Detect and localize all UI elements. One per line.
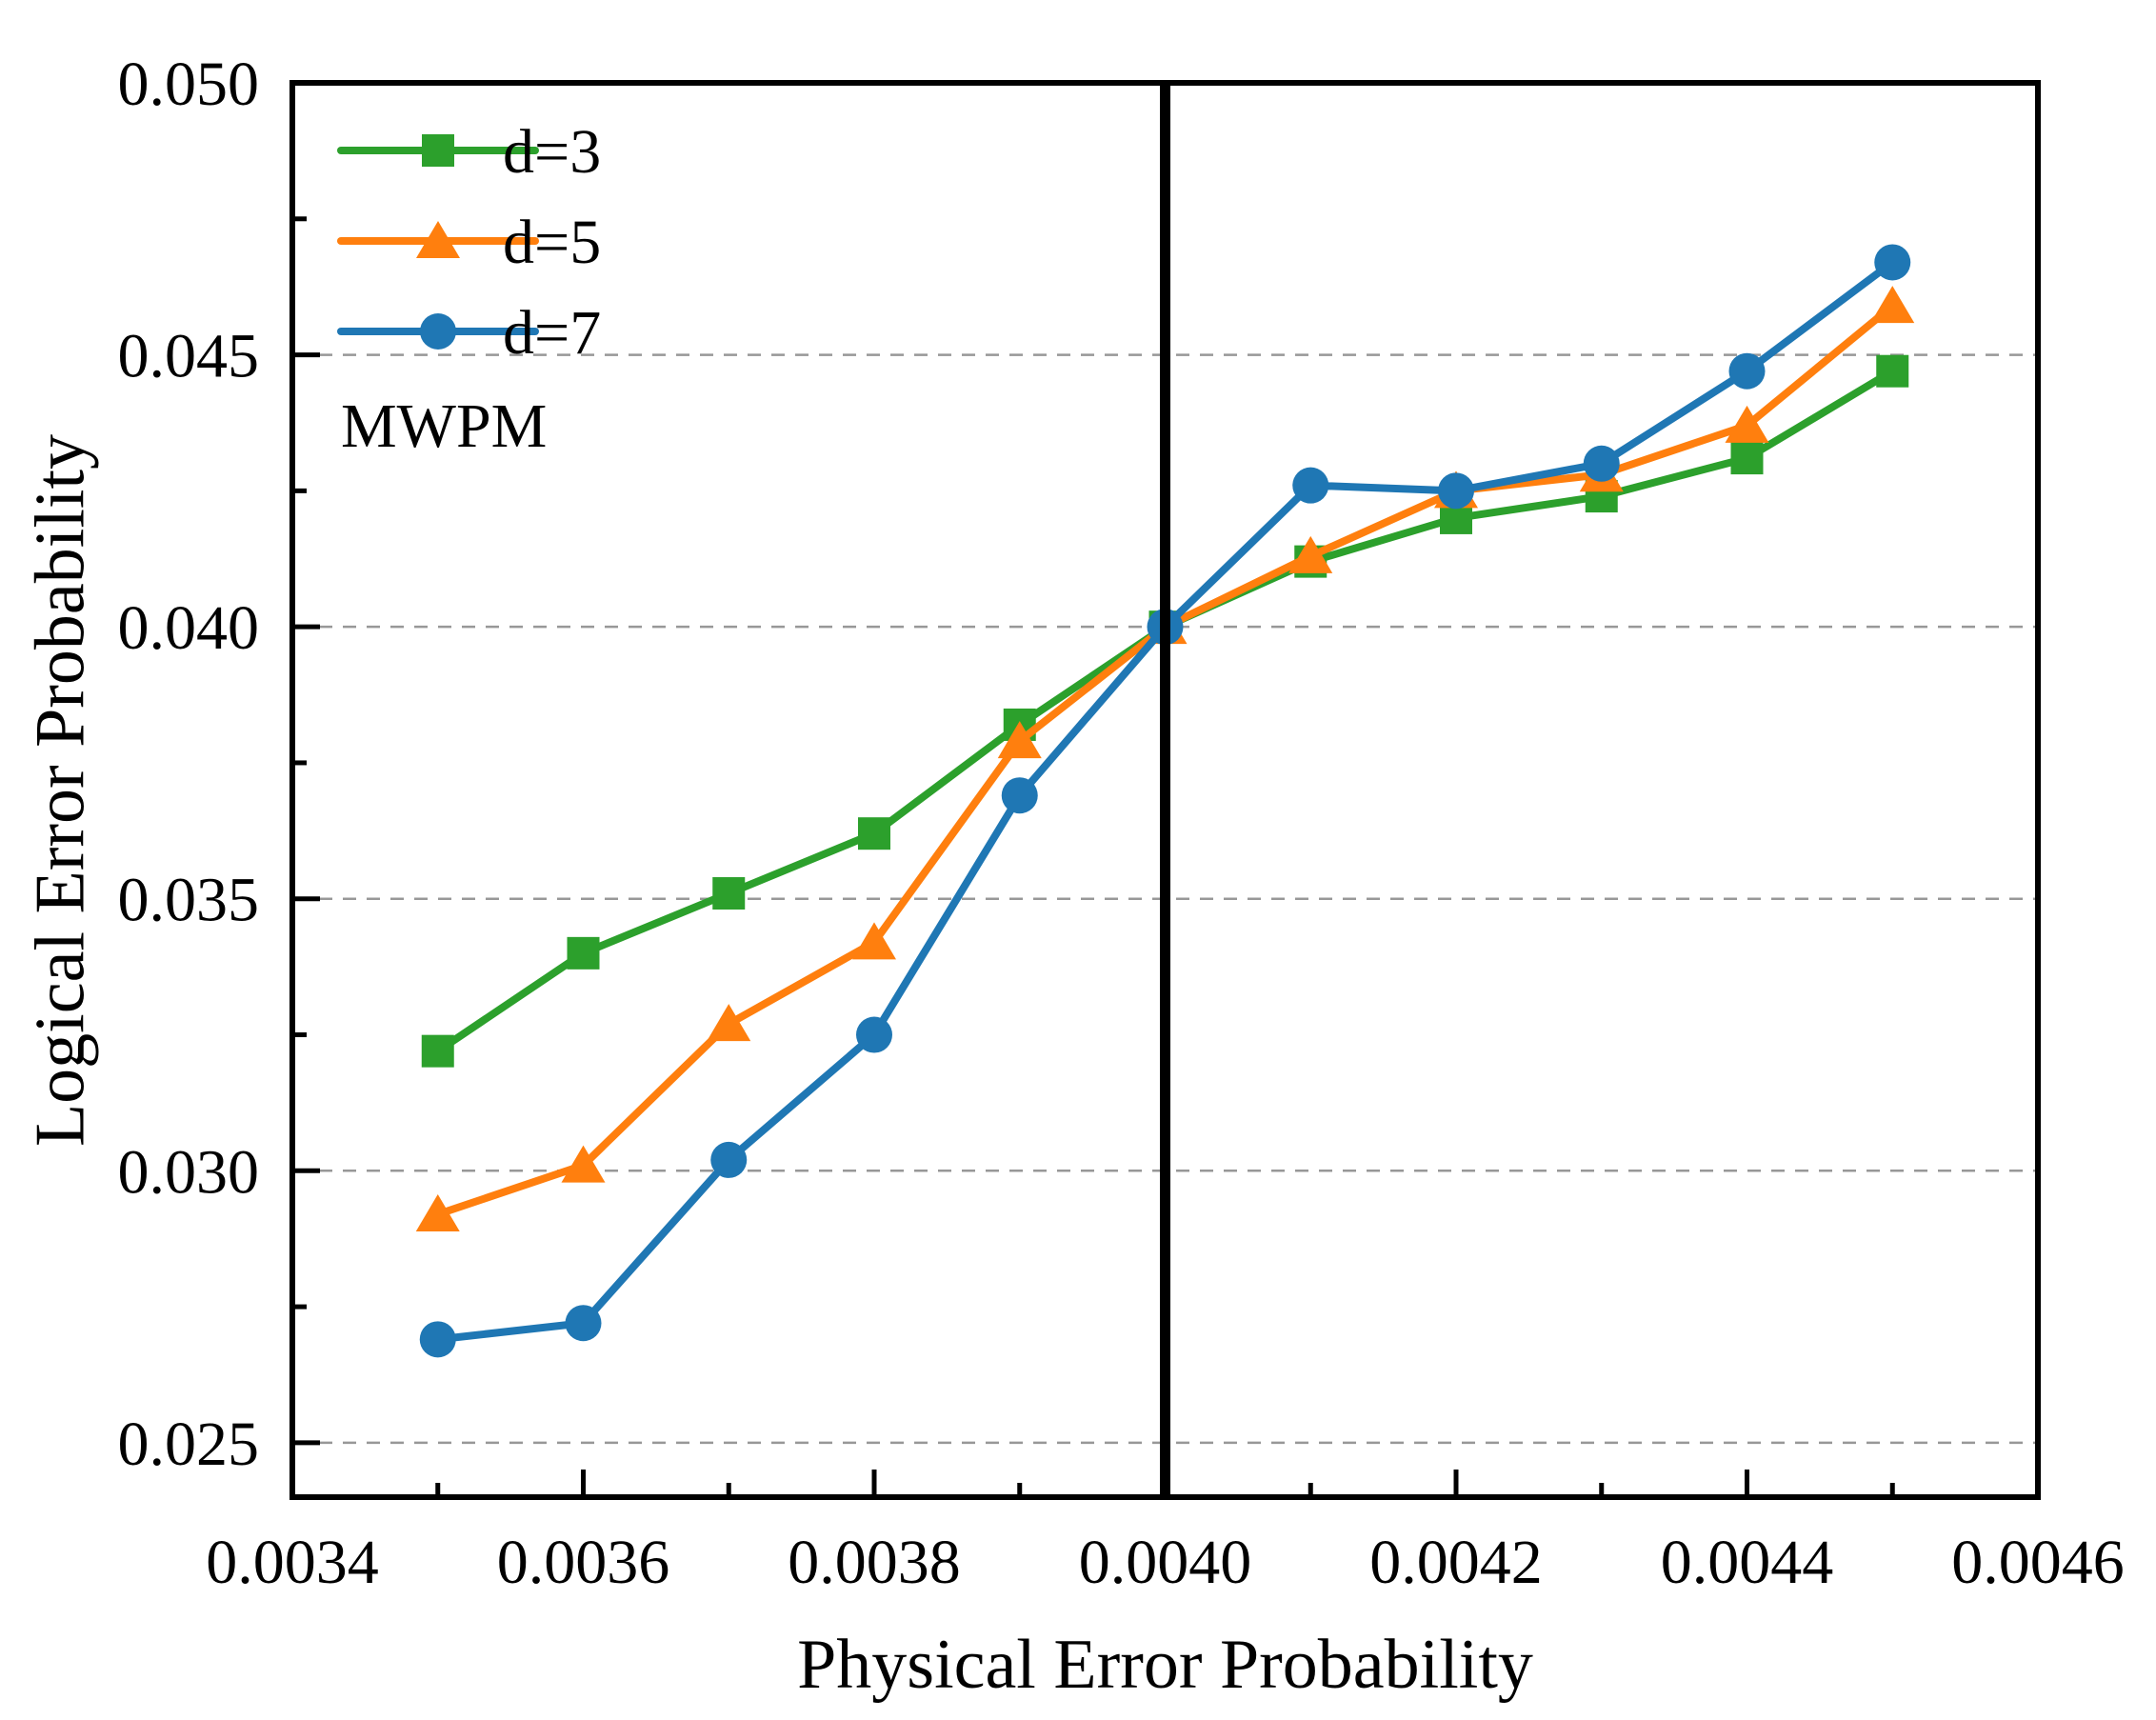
legend-d3-marker xyxy=(422,134,454,167)
y-tick-label: 0.030 xyxy=(118,1137,260,1207)
x-tick-label: 0.0046 xyxy=(1951,1528,2125,1597)
x-tick-label: 0.0038 xyxy=(788,1528,961,1597)
series-d3-marker xyxy=(858,817,890,850)
series-d3-marker xyxy=(712,877,746,910)
y-tick-label: 0.040 xyxy=(118,593,260,663)
y-axis-title: Logical Error Probability xyxy=(21,433,100,1148)
x-tick-label: 0.0034 xyxy=(206,1528,379,1597)
legend-d7-label: d=7 xyxy=(503,298,601,368)
series-d5-marker xyxy=(707,1004,751,1042)
y-tick-label: 0.035 xyxy=(118,866,260,935)
series-d5-marker xyxy=(561,1145,606,1183)
series-d7-marker xyxy=(1001,777,1038,814)
y-tick-label: 0.025 xyxy=(118,1410,260,1479)
x-tick-label: 0.0036 xyxy=(497,1528,670,1597)
series-d3-marker xyxy=(1730,442,1764,475)
x-axis-title: Physical Error Probability xyxy=(797,1626,1533,1704)
y-tick-label: 0.045 xyxy=(118,322,260,391)
legend-d5-marker xyxy=(416,221,460,258)
series-d7-marker xyxy=(1728,352,1766,390)
series-d5-marker xyxy=(415,1194,460,1231)
series-d5-marker xyxy=(1288,535,1333,573)
series-d7-marker xyxy=(856,1016,892,1053)
series-d5-marker xyxy=(1870,286,1915,324)
x-tick-label: 0.0042 xyxy=(1369,1528,1543,1597)
series-d3-marker xyxy=(421,1034,454,1068)
legend-d7-marker xyxy=(420,313,456,350)
series-d5-marker xyxy=(997,721,1042,759)
series-d3-marker xyxy=(1876,354,1909,388)
series-d7-marker xyxy=(1874,244,1911,281)
series-d7-marker xyxy=(419,1321,456,1358)
series-d7-marker xyxy=(1583,445,1620,482)
series-d7-marker xyxy=(1438,472,1474,510)
series-d5-marker xyxy=(852,922,896,960)
legend-d5-label: d=5 xyxy=(503,208,601,277)
series-d3-marker xyxy=(567,936,600,970)
series-d5-marker xyxy=(1725,405,1769,443)
y-tick-label: 0.050 xyxy=(118,50,260,119)
series-d7-marker xyxy=(565,1305,602,1342)
decoder-annotation: MWPM xyxy=(341,391,548,461)
x-tick-label: 0.0040 xyxy=(1079,1528,1252,1597)
series-d7-marker xyxy=(1292,467,1329,504)
legend-d3-label: d=3 xyxy=(503,117,601,187)
x-tick-label: 0.0044 xyxy=(1661,1528,1834,1597)
series-d7-marker xyxy=(710,1141,748,1178)
